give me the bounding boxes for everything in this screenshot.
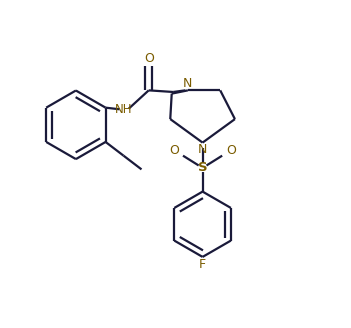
Text: O: O [144,52,154,65]
Text: F: F [199,258,206,271]
Text: O: O [169,144,179,157]
Text: O: O [226,144,236,157]
Text: S: S [198,161,207,174]
Text: N: N [198,143,207,156]
Text: NH: NH [115,103,132,116]
Text: N: N [183,77,193,90]
